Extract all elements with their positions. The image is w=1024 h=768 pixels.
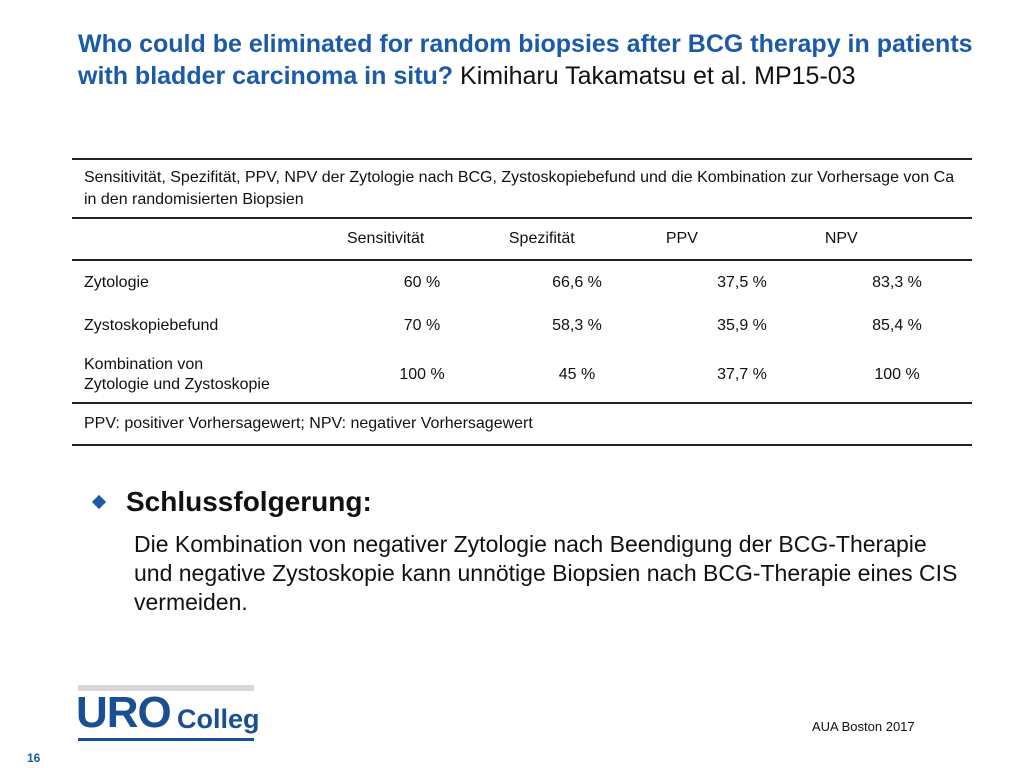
conclusion-text: Die Kombination von negativer Zytologie …: [134, 531, 958, 615]
table-row: Kombination von Zytologie und Zystoskopi…: [72, 347, 972, 402]
table-cell: 66,6 %: [552, 273, 602, 291]
results-table: Sensitivität, Spezifität, PPV, NPV der Z…: [72, 158, 972, 446]
column-header: PPV: [665, 230, 698, 247]
table-caption: Sensitivität, Spezifität, PPV, NPV der Z…: [84, 169, 955, 208]
table-cell: 85,4 %: [872, 316, 922, 334]
title-main: Who could be eliminated for random biops…: [78, 30, 973, 90]
row-label-line: Zytologie und Zystoskopie: [84, 375, 270, 393]
row-label: Zytologie: [84, 273, 149, 291]
column-header: NPV: [824, 230, 858, 247]
row-label-line: Kombination von: [84, 355, 204, 373]
table-cell: 100 %: [399, 365, 445, 383]
slide-title: Who could be eliminated for random biops…: [78, 28, 978, 92]
table-cell: 35,9 %: [717, 316, 767, 334]
diamond-bullet-icon: [91, 494, 107, 510]
table-cell: 37,5 %: [717, 273, 767, 291]
table-cell: 37,7 %: [717, 365, 767, 383]
table-row: Zystoskopiebefund 70 % 58,3 % 35,9 % 85,…: [72, 304, 972, 347]
logo-colleg-text: Colleg: [177, 704, 260, 734]
conclusion-heading: Schlussfolgerung:: [126, 486, 372, 517]
page-number: 16: [27, 751, 41, 765]
column-header: Sensitivität: [346, 230, 425, 247]
table-footnote: PPV: positiver Vorhersagewert; NPV: nega…: [84, 415, 533, 432]
table-header-row: Sensitivität Spezifität PPV NPV: [72, 219, 972, 259]
table-row: Zytologie 60 % 66,6 % 37,5 % 83,3 %: [72, 261, 972, 304]
table-cell: 70 %: [403, 316, 441, 334]
row-label: Kombination von Zytologie und Zystoskopi…: [72, 355, 352, 395]
table-cell: 100 %: [874, 365, 920, 383]
conclusion-section: Schlussfolgerung: Die Kombination von ne…: [91, 486, 962, 617]
row-label: Zystoskopiebefund: [84, 316, 219, 334]
logo-uro-text: URO: [76, 688, 172, 737]
title-author: Kimiharu Takamatsu et al. MP15-03: [460, 62, 856, 90]
table-cell: 45 %: [558, 365, 596, 383]
column-header: Spezifität: [508, 230, 575, 247]
conference-label: AUA Boston 2017: [812, 719, 915, 734]
table-cell: 60 %: [403, 273, 441, 291]
urocolleg-logo: URO Colleg: [76, 682, 260, 744]
table-cell: 58,3 %: [552, 316, 602, 334]
table-cell: 83,3 %: [872, 273, 922, 291]
